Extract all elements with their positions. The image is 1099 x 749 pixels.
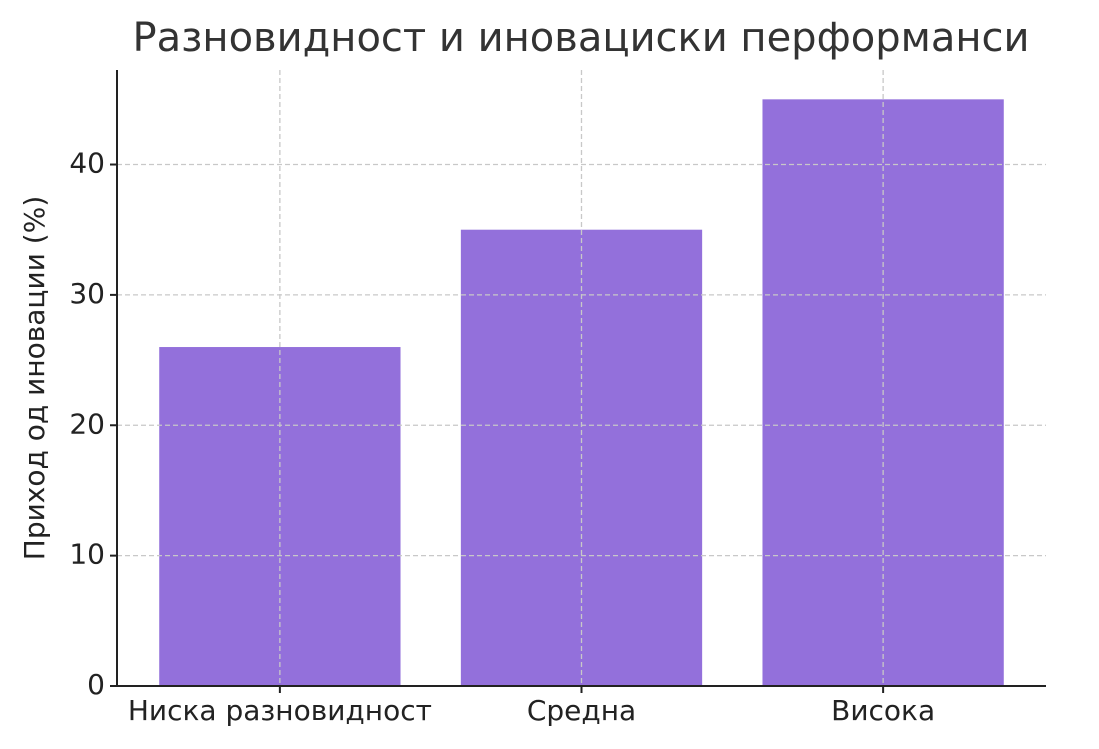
y-tick-label: 20 — [69, 407, 105, 440]
y-axis-label: Приход од иновации (%) — [18, 196, 51, 560]
y-tick-label: 0 — [87, 668, 105, 701]
y-tick-label: 30 — [69, 277, 105, 310]
x-tick-label: Ниска разновидност — [128, 694, 432, 727]
x-tick-label: Висока — [831, 694, 935, 727]
bar — [159, 347, 401, 686]
x-tick-label: Средна — [527, 694, 636, 727]
y-tick-label: 40 — [69, 147, 105, 180]
chart-title: Разновидност и иновациски перформанси — [133, 15, 1030, 61]
y-tick-label: 10 — [69, 538, 105, 571]
